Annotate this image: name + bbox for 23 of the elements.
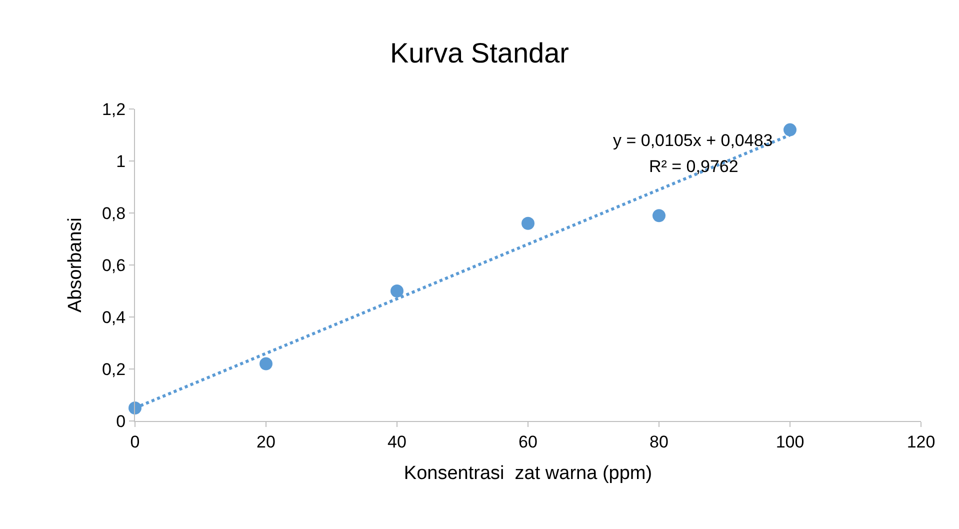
y-tick-label: 0,4 (102, 308, 126, 327)
point (260, 357, 272, 370)
x-tick-label: 20 (256, 432, 276, 452)
y-tick-label: 0,8 (102, 204, 126, 223)
y-tick-label: 0,2 (102, 360, 126, 379)
y-axis-title: Absorbansi (64, 217, 86, 313)
y-tick-label: 0 (116, 412, 126, 431)
x-tick-label: 40 (388, 432, 406, 452)
point (652, 209, 666, 222)
x-tick-label: 0 (130, 432, 140, 452)
y-tick-label: 1 (116, 152, 126, 171)
point (390, 284, 404, 298)
x-tick-label: 80 (650, 432, 668, 452)
point (522, 216, 534, 230)
x-axis-title: Konsentrasi zat warna (ppm) (404, 463, 652, 484)
y-tick-label: 1,2 (102, 100, 126, 119)
chart-title: Kurva Standar (390, 38, 569, 69)
point (784, 123, 796, 136)
x-tick-label: 100 (776, 432, 804, 452)
annotation: y = 0,0105x + 0,0483 (613, 131, 773, 150)
x-tick-label: 60 (518, 432, 538, 452)
y-tick-label: 0,6 (102, 256, 126, 275)
x-tick-label: 120 (906, 432, 936, 452)
